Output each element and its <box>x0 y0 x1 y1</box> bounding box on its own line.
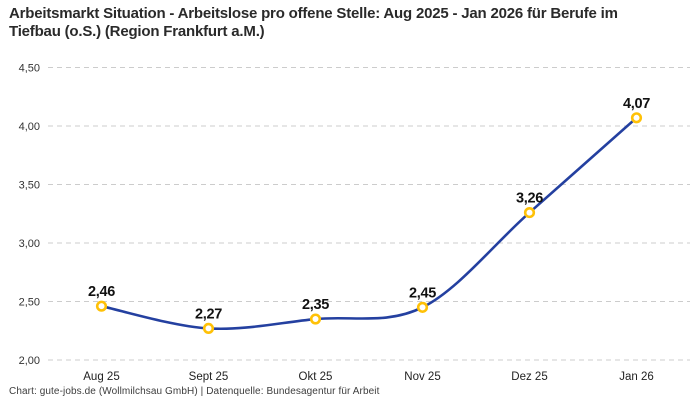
y-axis-tick-label: 3,00 <box>19 238 40 250</box>
data-point-marker <box>202 322 215 335</box>
data-line <box>100 116 638 331</box>
x-axis-tick-label: Nov 25 <box>404 371 440 383</box>
data-point-marker <box>309 313 322 325</box>
y-axis-tick-label: 2,00 <box>19 355 40 367</box>
data-point-value-label: 3,26 <box>516 191 543 207</box>
data-point-marker <box>630 112 643 124</box>
y-axis-tick-label: 4,00 <box>19 121 40 133</box>
x-axis-tick-label: Jan 26 <box>619 371 654 383</box>
data-point-marker <box>416 301 429 313</box>
chart-source-footer: Chart: gute-jobs.de (Wollmilchsau GmbH) … <box>9 386 380 397</box>
data-point-marker <box>95 300 108 312</box>
data-point-value-label: 2,45 <box>409 285 436 301</box>
y-axis-tick-label: 3,50 <box>19 180 40 192</box>
data-point-marker <box>523 206 536 219</box>
x-axis-tick-label: Okt 25 <box>299 371 333 383</box>
data-point-value-label: 2,27 <box>195 306 222 322</box>
x-axis-tick-label: Dez 25 <box>511 371 547 383</box>
data-point-value-label: 2,35 <box>302 297 329 313</box>
y-axis-tick-label: 2,50 <box>19 297 40 309</box>
data-point-value-label: 2,46 <box>88 284 115 300</box>
y-axis-tick-label: 4,50 <box>19 63 40 75</box>
x-axis-tick-label: Sept 25 <box>189 371 229 383</box>
chart-title: Arbeitsmarkt Situation - Arbeitslose pro… <box>9 5 618 41</box>
x-axis-tick-label: Aug 25 <box>83 371 119 383</box>
data-point-value-label: 4,07 <box>623 96 650 112</box>
